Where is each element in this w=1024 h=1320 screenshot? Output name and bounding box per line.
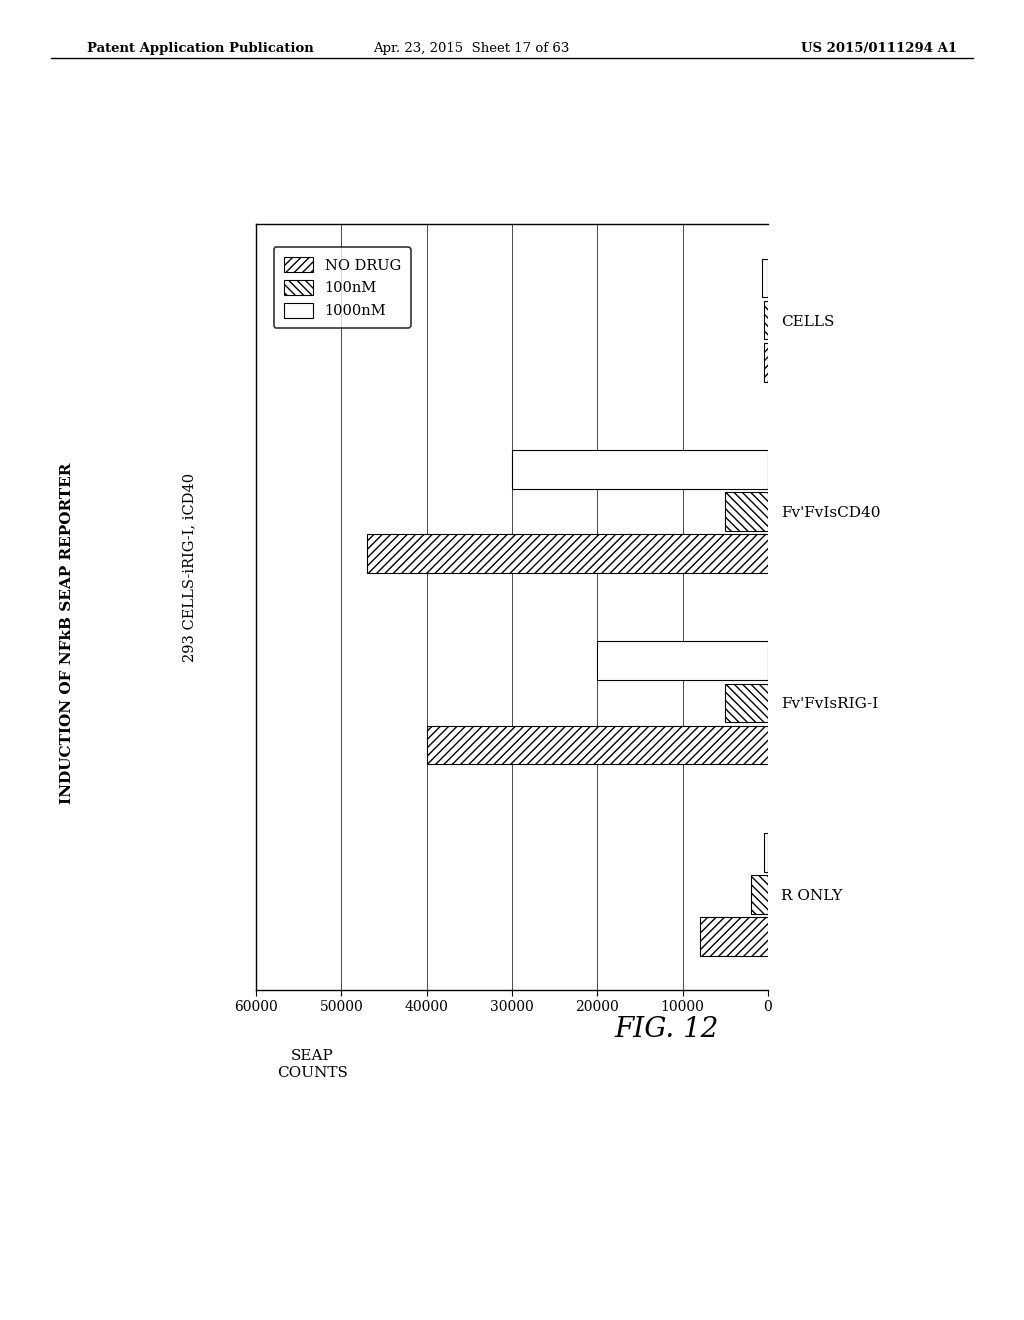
Text: US 2015/0111294 A1: US 2015/0111294 A1 <box>802 42 957 55</box>
Bar <box>725 684 768 722</box>
Text: SEAP
COUNTS: SEAP COUNTS <box>276 1049 348 1080</box>
Bar <box>725 492 768 531</box>
Bar <box>764 833 768 871</box>
Bar <box>597 642 768 680</box>
Bar <box>764 301 768 339</box>
Bar <box>427 726 768 764</box>
Bar <box>762 259 768 297</box>
Bar <box>751 875 768 913</box>
Bar <box>699 917 768 956</box>
Text: 293 CELLS-iRIG-I, iCD40: 293 CELLS-iRIG-I, iCD40 <box>182 473 197 663</box>
Legend: NO DRUG, 100nM, 1000nM: NO DRUG, 100nM, 1000nM <box>273 247 411 329</box>
Text: Apr. 23, 2015  Sheet 17 of 63: Apr. 23, 2015 Sheet 17 of 63 <box>373 42 569 55</box>
Bar <box>512 450 768 488</box>
Text: Patent Application Publication: Patent Application Publication <box>87 42 313 55</box>
Text: INDUCTION OF NFkB SEAP REPORTER: INDUCTION OF NFkB SEAP REPORTER <box>59 463 74 804</box>
Text: FIG. 12: FIG. 12 <box>614 1016 719 1043</box>
Bar <box>367 535 768 573</box>
Bar <box>764 343 768 381</box>
